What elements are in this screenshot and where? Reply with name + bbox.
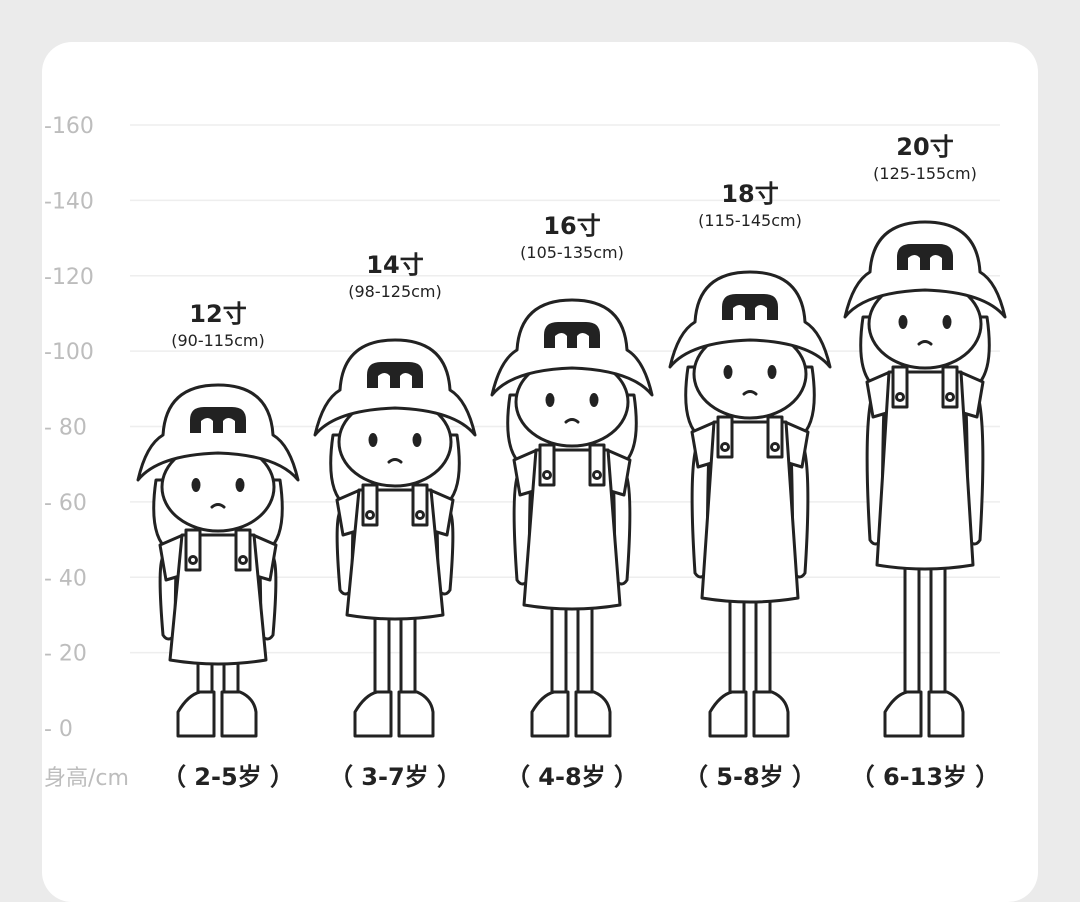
age-range-label: （ 3-7岁 ） bbox=[329, 763, 461, 791]
kid-outline bbox=[564, 418, 580, 424]
kid-outline bbox=[399, 608, 417, 697]
kid-outline bbox=[742, 390, 758, 396]
y-tick-label: -100 bbox=[44, 340, 94, 365]
size-column: 12寸 (90-115cm) （ 2-5岁 ） bbox=[136, 300, 300, 791]
kid-outline bbox=[415, 510, 425, 520]
kid-outline bbox=[708, 690, 748, 738]
kid-outline bbox=[387, 458, 403, 464]
kid-outline bbox=[895, 392, 905, 402]
age-range-label: （ 4-8岁 ） bbox=[506, 763, 638, 791]
age-range-label: （ 6-13岁 ） bbox=[851, 763, 1000, 791]
kid-eye bbox=[589, 393, 599, 407]
height-size-chart: -160 -140 -120 -100 - 80 - 60 - 40 - 20 - 0 身高/cm… bbox=[44, 114, 1007, 791]
kid-outline bbox=[752, 690, 790, 738]
kid-outline bbox=[728, 591, 746, 697]
hat-m-logo bbox=[897, 244, 953, 270]
y-tick-label: -140 bbox=[44, 189, 94, 214]
kid-outline bbox=[210, 503, 226, 509]
y-tick-label: -160 bbox=[44, 114, 94, 139]
size-label: 12寸 bbox=[189, 300, 246, 328]
size-label: 20寸 bbox=[896, 133, 953, 161]
kid-outline bbox=[238, 555, 248, 565]
y-tick-label: -120 bbox=[44, 265, 94, 290]
kid-outline bbox=[917, 340, 933, 346]
kid-outline bbox=[397, 690, 435, 738]
kid-outline bbox=[188, 555, 198, 565]
height-range-label: (125-155cm) bbox=[873, 164, 977, 183]
kid-eye bbox=[767, 365, 777, 379]
size-label: 14寸 bbox=[366, 251, 423, 279]
kid-eye bbox=[412, 433, 422, 447]
kid-outline bbox=[875, 370, 975, 571]
size-column: 16寸 (105-135cm) （ 4-8岁 ） bbox=[490, 212, 654, 791]
kid-outline bbox=[353, 690, 393, 738]
kid-eye bbox=[723, 365, 733, 379]
kid-outline bbox=[530, 690, 570, 738]
hat-m-logo bbox=[722, 294, 778, 320]
kid-eye bbox=[368, 433, 378, 447]
age-range-label: （ 5-8岁 ） bbox=[684, 763, 816, 791]
kid-outline bbox=[883, 690, 923, 738]
height-range-label: (90-115cm) bbox=[171, 331, 265, 350]
kid-outline bbox=[373, 608, 391, 697]
kid-outline bbox=[592, 470, 602, 480]
y-tick-label: - 40 bbox=[44, 566, 87, 591]
kid-outline bbox=[929, 558, 947, 697]
size-label: 18寸 bbox=[721, 180, 778, 208]
kid-outline bbox=[700, 420, 800, 604]
kid-outline bbox=[220, 690, 258, 738]
y-tick-label: - 20 bbox=[44, 642, 87, 667]
size-column: 20寸 (125-155cm) （ 6-13岁 ） bbox=[843, 133, 1007, 791]
kid-eye bbox=[191, 478, 201, 492]
height-range-label: (115-145cm) bbox=[698, 211, 802, 230]
hat-m-logo bbox=[367, 362, 423, 388]
kid-outline bbox=[574, 690, 612, 738]
size-column: 14寸 (98-125cm) （ 3-7岁 ） bbox=[313, 251, 477, 791]
hat-m-logo bbox=[544, 322, 600, 348]
height-range-label: (98-125cm) bbox=[348, 282, 442, 301]
kid-outline bbox=[720, 442, 730, 452]
kid-outline bbox=[945, 392, 955, 402]
kid-outline bbox=[365, 510, 375, 520]
hat-m-logo bbox=[190, 407, 246, 433]
y-tick-label: - 80 bbox=[44, 416, 87, 441]
kid-eye bbox=[942, 315, 952, 329]
kid-outline bbox=[576, 598, 594, 697]
kid-outline bbox=[522, 448, 622, 611]
kid-outline bbox=[903, 558, 921, 697]
kid-outline bbox=[168, 533, 268, 666]
kid-outline bbox=[176, 690, 216, 738]
y-tick-label: - 0 bbox=[44, 717, 73, 742]
size-column: 18寸 (115-145cm) （ 5-8岁 ） bbox=[668, 180, 832, 791]
kid-eye bbox=[545, 393, 555, 407]
kid-outline bbox=[345, 488, 445, 621]
age-range-label: （ 2-5岁 ） bbox=[162, 763, 294, 791]
size-label: 16寸 bbox=[543, 212, 600, 240]
kid-outline bbox=[754, 591, 772, 697]
height-range-label: (105-135cm) bbox=[520, 243, 624, 262]
kid-eye bbox=[898, 315, 908, 329]
kid-outline bbox=[770, 442, 780, 452]
kid-outline bbox=[927, 690, 965, 738]
kid-outline bbox=[550, 598, 568, 697]
y-axis-unit-label: 身高/cm bbox=[44, 766, 129, 791]
kid-outline bbox=[542, 470, 552, 480]
kid-eye bbox=[235, 478, 245, 492]
y-tick-label: - 60 bbox=[44, 491, 87, 516]
